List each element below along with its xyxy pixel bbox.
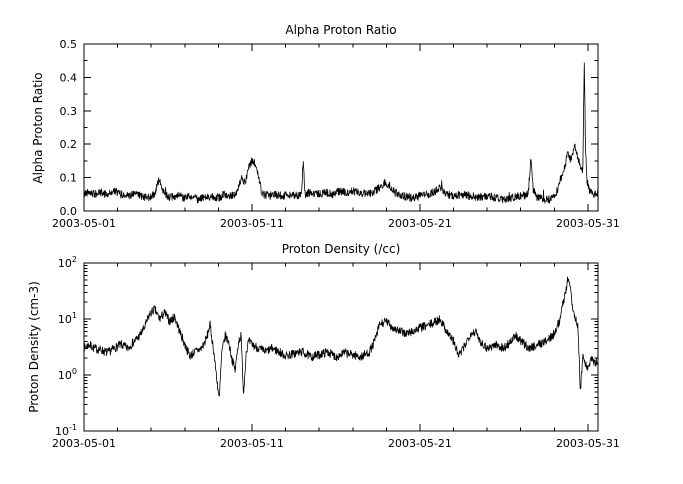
proton-density-trace [83, 276, 599, 397]
x-tick-label: 2003-05-01 [52, 217, 116, 230]
y-tick-label: 0.3 [60, 105, 78, 118]
y-tick-label: 0.0 [60, 205, 78, 218]
alpha-proton-ratio-trace [83, 62, 599, 204]
plot-frame [83, 262, 599, 432]
y-tick-label: 10-1 [55, 423, 77, 438]
alpha-proton-ratio-plot: 2003-05-01 2003-05-11 2003-05-21 2003-05-31… [52, 38, 620, 230]
y-tick-label: 101 [58, 311, 77, 326]
x-tick-label: 2003-05-31 [556, 217, 620, 230]
proton-density-plot: 2003-05-01 2003-05-11 2003-05-21 2003-05-31… [52, 255, 620, 450]
density-y-axis-label: Proton Density (cm-3) [27, 281, 41, 413]
x-tick-label: 2003-05-01 [52, 437, 116, 450]
x-tick-label: 2003-05-11 [220, 437, 284, 450]
y-tick-label: 0.2 [60, 138, 78, 151]
x-tick-label: 2003-05-21 [388, 437, 452, 450]
x-tick-label: 2003-05-31 [556, 437, 620, 450]
y-tick-label: 100 [58, 367, 77, 382]
y-tick-label: 102 [58, 255, 77, 270]
x-tick-label: 2003-05-21 [388, 217, 452, 230]
y-tick-label: 0.4 [60, 71, 78, 84]
x-tick-label: 2003-05-11 [220, 217, 284, 230]
alpha-plot-title: Alpha Proton Ratio [285, 23, 396, 37]
y-tick-label: 0.5 [60, 38, 78, 51]
y-tick-label: 0.1 [60, 172, 78, 185]
density-plot-title: Proton Density (/cc) [282, 242, 401, 256]
alpha-y-axis-label: Alpha Proton Ratio [31, 72, 45, 183]
